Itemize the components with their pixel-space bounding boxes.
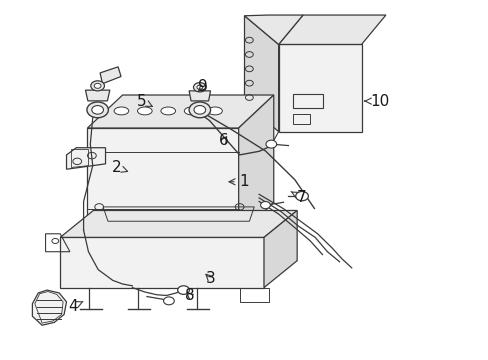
Text: 5: 5 [137,94,152,109]
Polygon shape [32,290,66,325]
Circle shape [163,297,174,305]
Polygon shape [278,44,361,132]
Ellipse shape [161,107,175,115]
Text: 4: 4 [68,299,83,314]
Polygon shape [60,211,297,237]
Circle shape [194,105,205,114]
Circle shape [193,82,206,92]
Circle shape [92,105,103,114]
Circle shape [295,192,308,201]
Polygon shape [87,128,238,235]
Text: 2: 2 [112,160,127,175]
Ellipse shape [137,107,152,115]
Polygon shape [238,95,273,235]
Polygon shape [264,211,297,288]
Polygon shape [278,15,385,44]
Polygon shape [60,237,264,288]
Circle shape [260,202,270,209]
Text: 6: 6 [219,133,228,148]
Text: 10: 10 [364,94,389,109]
Polygon shape [189,91,210,101]
Text: 1: 1 [228,174,249,189]
Text: 7: 7 [290,190,305,205]
Circle shape [87,102,108,118]
Circle shape [177,286,189,294]
Circle shape [189,102,210,118]
Ellipse shape [207,107,222,115]
Circle shape [197,85,203,89]
Ellipse shape [184,107,199,115]
Circle shape [91,81,104,91]
Text: 3: 3 [205,271,215,286]
Circle shape [265,140,276,148]
Ellipse shape [90,107,105,115]
Polygon shape [66,148,105,169]
Polygon shape [87,95,273,128]
Polygon shape [85,90,110,101]
Text: 8: 8 [184,288,194,303]
Polygon shape [100,67,121,84]
Text: 9: 9 [198,79,207,94]
Polygon shape [244,15,303,44]
Polygon shape [244,16,278,132]
Circle shape [94,83,101,88]
Ellipse shape [114,107,128,115]
